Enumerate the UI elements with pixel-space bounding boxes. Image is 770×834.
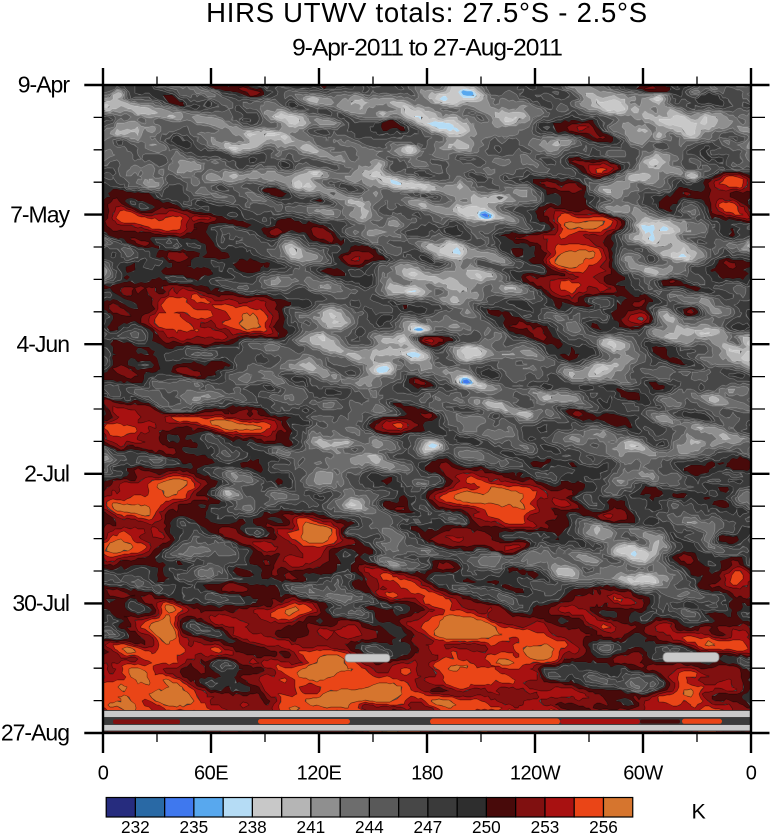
svg-text:7-May: 7-May	[10, 201, 70, 227]
svg-text:30-Jul: 30-Jul	[12, 590, 69, 616]
svg-text:247: 247	[414, 817, 443, 834]
svg-text:241: 241	[297, 817, 326, 834]
svg-text:60E: 60E	[194, 763, 228, 785]
svg-text:60W: 60W	[623, 763, 663, 785]
svg-text:4-Jun: 4-Jun	[16, 331, 69, 357]
svg-text:0: 0	[746, 763, 757, 785]
svg-text:K: K	[692, 800, 707, 824]
svg-text:27-Aug: 27-Aug	[1, 720, 69, 746]
svg-text:232: 232	[121, 817, 150, 834]
svg-text:235: 235	[180, 817, 209, 834]
svg-text:238: 238	[238, 817, 267, 834]
svg-text:120W: 120W	[510, 763, 561, 785]
svg-text:9-Apr-2011 to 27-Aug-2011: 9-Apr-2011 to 27-Aug-2011	[292, 35, 562, 62]
svg-text:HIRS UTWV totals: 27.5°S - 2.5: HIRS UTWV totals: 27.5°S - 2.5°S	[206, 0, 648, 28]
svg-text:2-Jul: 2-Jul	[24, 461, 69, 487]
svg-text:250: 250	[472, 817, 501, 834]
svg-text:0: 0	[98, 763, 109, 785]
svg-text:253: 253	[531, 817, 560, 834]
svg-text:256: 256	[589, 817, 618, 834]
svg-text:9-Apr: 9-Apr	[18, 72, 71, 98]
svg-text:180: 180	[411, 763, 443, 785]
svg-text:120E: 120E	[297, 763, 342, 785]
svg-text:244: 244	[355, 817, 384, 834]
